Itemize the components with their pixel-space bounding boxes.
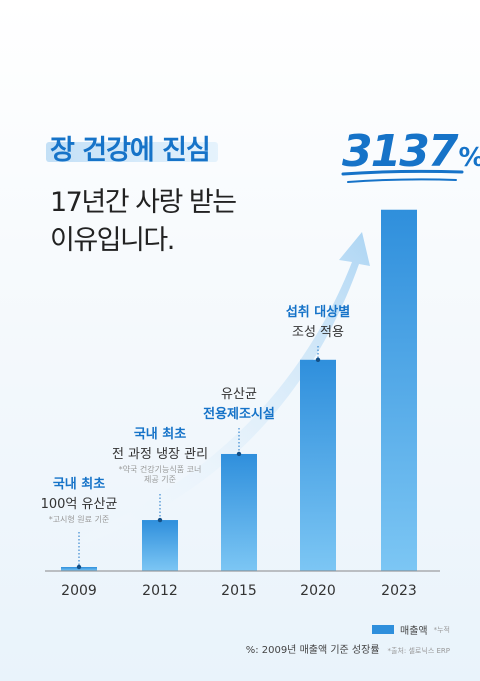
legend-note: *누적 bbox=[433, 625, 450, 634]
subline-line-1: 17년간 사랑 받는 bbox=[50, 187, 237, 218]
bar-2020 bbox=[300, 359, 336, 571]
annotation-text-2009: 100억 유산균 bbox=[41, 497, 118, 512]
x-tick-label-2015: 2015 bbox=[221, 583, 257, 599]
legend: 매출액 *누적 bbox=[372, 622, 450, 637]
footnote-source: *출처: 셀로닉스 ERP bbox=[387, 647, 450, 655]
annotation-title-2015: 전용제조시설 bbox=[203, 406, 275, 422]
annotation-dot-2015 bbox=[236, 451, 242, 457]
x-tick-label-2023: 2023 bbox=[381, 583, 417, 599]
annotation-dot-2020 bbox=[315, 357, 321, 362]
x-tick-label-2020: 2020 bbox=[300, 583, 336, 599]
headline-block: 장 건강에 진심 bbox=[46, 128, 218, 168]
footnote-text: %: 2009년 매출액 기준 성장률 bbox=[245, 645, 380, 656]
legend-label: 매출액 bbox=[400, 626, 428, 637]
growth-figure: 3137% bbox=[342, 126, 480, 177]
bar-2015 bbox=[221, 453, 257, 571]
annotation-text-2012: 전 과정 냉장 관리 bbox=[112, 447, 208, 462]
bar-2023 bbox=[381, 209, 417, 571]
footnote: %: 2009년 매출액 기준 성장률 *출처: 셀로닉스 ERP bbox=[246, 641, 450, 656]
annotation-title-2012: 국내 최초 bbox=[134, 426, 186, 442]
annotation-title-2009: 국내 최초 bbox=[53, 476, 105, 492]
growth-value: 3137 bbox=[342, 126, 458, 177]
subline: 17년간 사랑 받는 이유입니다. bbox=[50, 184, 237, 260]
annotation-dot-2012 bbox=[157, 517, 163, 523]
subline-line-2: 이유입니다. bbox=[50, 225, 175, 256]
annotation-dot-2009 bbox=[76, 564, 82, 570]
headline: 장 건강에 진심 bbox=[50, 135, 211, 166]
annotation-note-2012-0: *약국 건강기능식품 코너 bbox=[119, 464, 202, 474]
x-tick-label-2012: 2012 bbox=[142, 583, 178, 599]
bar-2012 bbox=[142, 520, 178, 571]
annotation-note-2009-0: *고시형 원료 기준 bbox=[49, 515, 110, 524]
growth-unit: % bbox=[458, 143, 480, 173]
legend-swatch bbox=[372, 625, 394, 634]
annotation-pre-2015: 유산균 bbox=[221, 387, 257, 402]
annotation-title-2020: 섭취 대상별 bbox=[286, 304, 350, 320]
annotation-note-2012-1: 제공 기준 bbox=[144, 475, 176, 484]
headline-highlight bbox=[46, 142, 218, 162]
growth-underline bbox=[341, 169, 464, 183]
annotation-text-2020: 조성 적용 bbox=[292, 325, 344, 340]
x-tick-label-2009: 2009 bbox=[61, 583, 97, 599]
